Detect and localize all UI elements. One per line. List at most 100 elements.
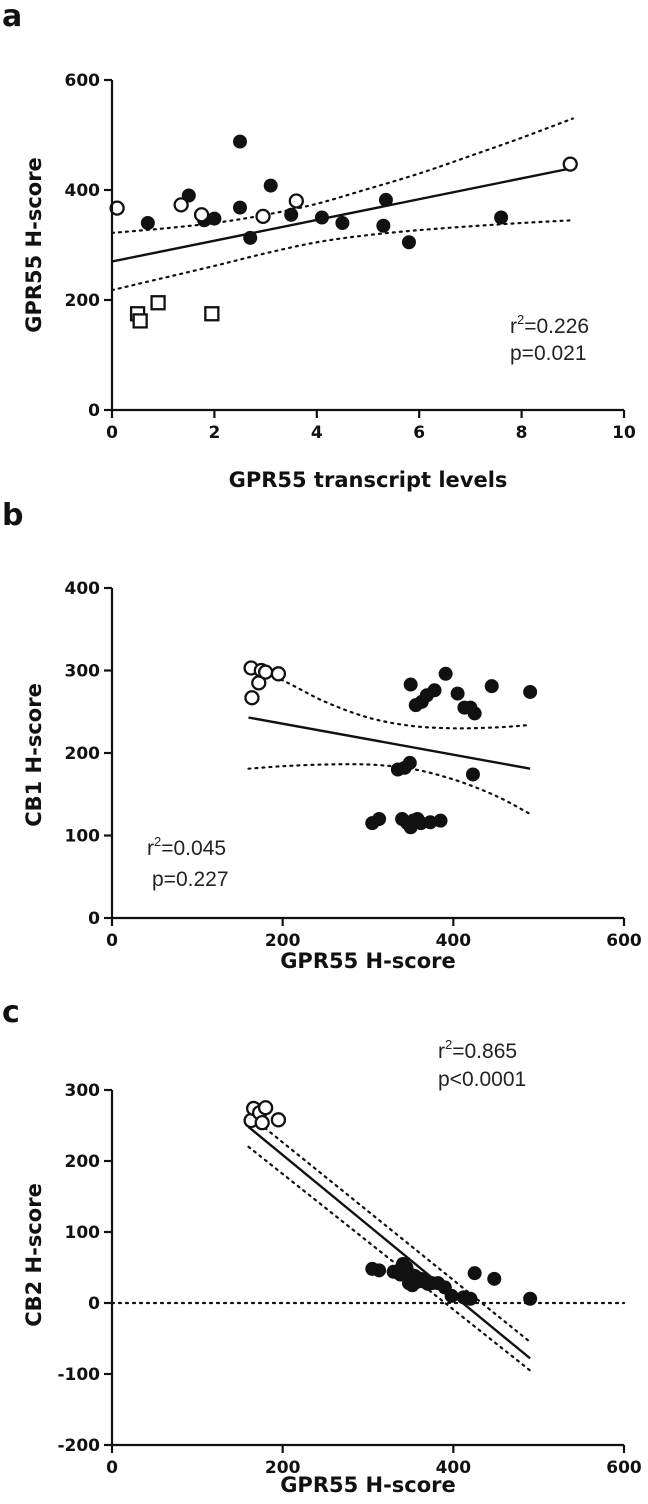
panel-b-axes [104,586,626,926]
point-filled-a [140,216,155,230]
point-filled-b [523,684,538,699]
point-filled-a [335,216,350,230]
point-filled-c [444,1288,459,1303]
point-filled-b [372,812,387,826]
point-open-square-a [132,313,148,329]
panel-c-fit [247,1125,531,1360]
ci-upper-a [110,117,574,234]
point-open-circle-c [257,1100,274,1116]
point-filled-a [314,210,329,225]
point-filled-c [523,1291,538,1306]
panel-a-ticklabels: 0 2 4 6 8 10 0 200 400 600 [65,71,636,443]
point-filled-c [372,1263,387,1278]
point-filled-b [427,683,442,698]
point-filled-b [403,677,418,692]
point-filled-b [433,813,448,828]
point-filled-a [233,134,247,149]
point-filled-a [494,210,509,225]
y-tick-label-b: 0 [88,909,100,929]
panel-b-ticklabels: 0 200 400 600 0 100 200 300 400 [65,579,642,951]
y-tick-label-c: 200 [65,1152,101,1172]
x-axis-title-a: GPR55 transcript levels [229,468,508,492]
point-filled-c [487,1271,502,1286]
panel-a-fit [111,166,574,263]
panel-c: c 0 200 400 600 -200 -100 0 100 200 300 GPR55 H-s… [2,995,642,1497]
panel-c-ticklabels: 0 200 400 600 -200 -100 0 100 200 300 [57,1081,641,1478]
x-tick-label-c: 600 [606,1458,642,1478]
x-tick-label-a: 0 [106,423,118,443]
point-filled-a [376,218,391,233]
point-filled-b [467,706,482,721]
y-tick-label-b: 100 [65,827,101,847]
y-axis-title-c: CB2 H-score [22,1183,46,1327]
panel-a-points [109,134,578,329]
x-tick-label-a: 10 [612,423,636,443]
y-tick-label-b: 300 [65,662,101,682]
stat-p-a: p=0.021 [510,342,587,365]
point-filled-b [484,679,499,694]
panel-b-ci [247,665,532,816]
ci-lower-b [247,763,532,816]
panel-b-points [243,660,538,835]
point-filled-a [263,178,278,193]
y-tick-label-a: 400 [65,181,101,201]
stat-p-c: p<0.0001 [438,1068,526,1091]
panel-a: a 0 2 4 6 8 10 0 200 400 600 GPR55 transcript lev… [2,0,636,492]
regression-line-a [111,166,574,263]
x-tick-label-c: 400 [436,1458,472,1478]
panel-b-fit [248,716,531,770]
y-tick-label-c: 300 [65,1081,101,1101]
point-open-circle-c [254,1115,270,1131]
stat-r2-c: r2=0.865 [438,1037,517,1063]
panel-letter-a: a [2,0,22,34]
point-filled-a [243,230,258,245]
stat-r2-value-a: =0.226 [524,315,589,338]
stat-r2-b: r2=0.045 [147,834,226,860]
ci-upper-c [247,1113,532,1344]
y-tick-label-c: 100 [65,1223,101,1243]
point-filled-b [450,686,465,701]
point-open-circle-a [255,208,271,225]
point-filled-c [463,1291,478,1306]
stat-p-b: p=0.227 [152,868,229,891]
x-tick-label-a: 8 [516,423,528,443]
y-tick-label-a: 600 [65,71,101,91]
stat-r2-label-b: r [147,837,154,860]
y-tick-label-a: 200 [65,291,101,311]
point-filled-c [467,1266,482,1281]
x-tick-label-c: 0 [106,1458,118,1478]
point-filled-a [207,211,222,226]
point-open-circle-b [270,666,287,682]
point-open-circle-b [257,664,274,680]
y-tick-label-a: 0 [88,401,100,421]
ci-lower-a [110,219,574,292]
ci-lower-c [247,1145,532,1372]
y-tick-label-b: 200 [65,744,101,764]
x-tick-label-a: 2 [208,423,220,443]
x-tick-label-a: 6 [413,423,425,443]
x-tick-label-b: 400 [436,931,472,951]
point-open-circle-a [193,207,210,223]
panel-letter-c: c [2,995,20,1030]
panel-c-points [243,1100,538,1306]
panel-letter-b: b [2,498,23,533]
point-open-circle-a [288,193,304,209]
stat-r2-label-c: r [438,1040,445,1063]
point-open-circle-b [244,690,260,706]
x-axis-title-c: GPR55 H-score [280,1473,456,1497]
x-tick-label-c: 200 [265,1458,301,1478]
y-tick-label-c: 0 [88,1294,100,1314]
stat-r2-value-c: =0.865 [452,1040,517,1063]
point-open-circle-a [173,197,189,213]
y-axis-title-b: CB1 H-score [22,683,46,827]
regression-line-b [248,716,531,770]
stat-r2-value-b: =0.045 [161,837,226,860]
regression-line-c [247,1125,531,1360]
point-open-circle-c [270,1112,287,1128]
panel-c-axes [104,1088,626,1453]
point-filled-a [378,192,393,207]
panel-a-axes [104,78,626,418]
point-filled-a [401,235,416,250]
